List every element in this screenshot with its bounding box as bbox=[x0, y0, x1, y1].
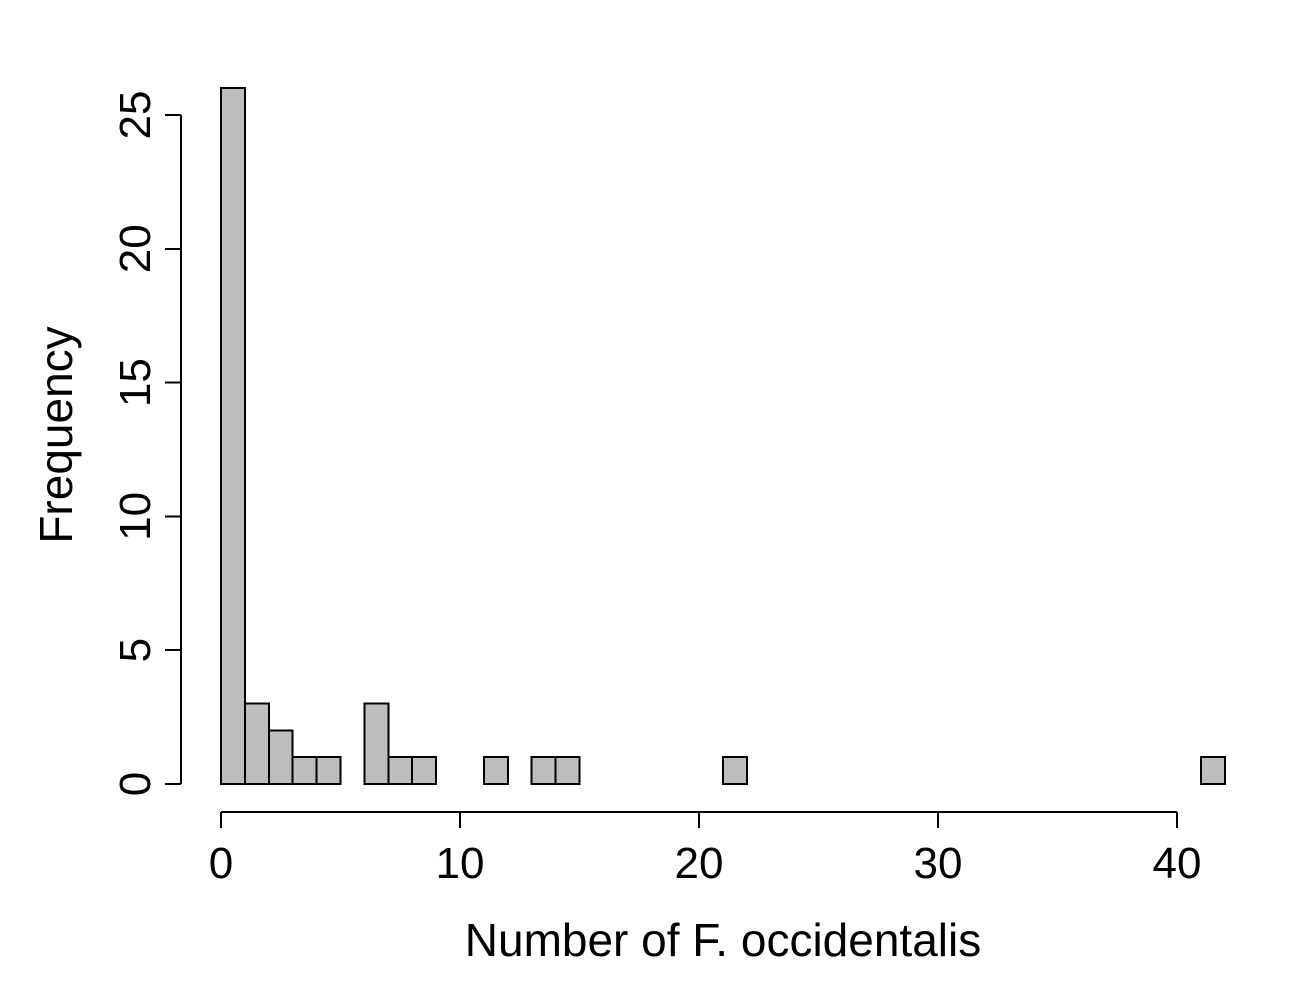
histogram-bar bbox=[363, 702, 390, 785]
y-tick-label: 20 bbox=[111, 224, 160, 273]
histogram-bar bbox=[482, 756, 509, 785]
y-axis: 0 5 10 15 20 25 bbox=[111, 91, 182, 796]
histogram-bar bbox=[554, 756, 581, 785]
histogram-bars bbox=[220, 87, 1226, 786]
y-tick-label: 15 bbox=[111, 358, 160, 407]
x-tick-label: 20 bbox=[675, 839, 724, 888]
histogram-bar bbox=[721, 756, 748, 785]
histogram-bar bbox=[220, 87, 246, 786]
histogram-bar bbox=[291, 756, 318, 785]
x-tick-label: 0 bbox=[209, 839, 233, 888]
x-axis: 0 10 20 30 40 bbox=[209, 811, 1202, 888]
histogram-bar bbox=[267, 729, 294, 785]
x-tick-label: 10 bbox=[436, 839, 485, 888]
histogram-bar bbox=[411, 756, 438, 785]
x-tick-label: 30 bbox=[914, 839, 963, 888]
y-tick-label: 10 bbox=[111, 492, 160, 541]
histogram-bar bbox=[530, 756, 557, 785]
y-tick-label: 5 bbox=[111, 638, 160, 662]
histogram-bar bbox=[243, 702, 270, 785]
y-tick-label: 25 bbox=[111, 91, 160, 140]
y-axis-title: Frequency bbox=[30, 326, 82, 543]
histogram-bar bbox=[1199, 756, 1226, 785]
y-tick-label: 0 bbox=[111, 772, 160, 796]
x-tick-label: 40 bbox=[1153, 839, 1202, 888]
histogram-bar bbox=[315, 756, 342, 785]
histogram-bar bbox=[387, 756, 414, 785]
x-axis-title: Number of F. occidentalis bbox=[465, 914, 981, 966]
